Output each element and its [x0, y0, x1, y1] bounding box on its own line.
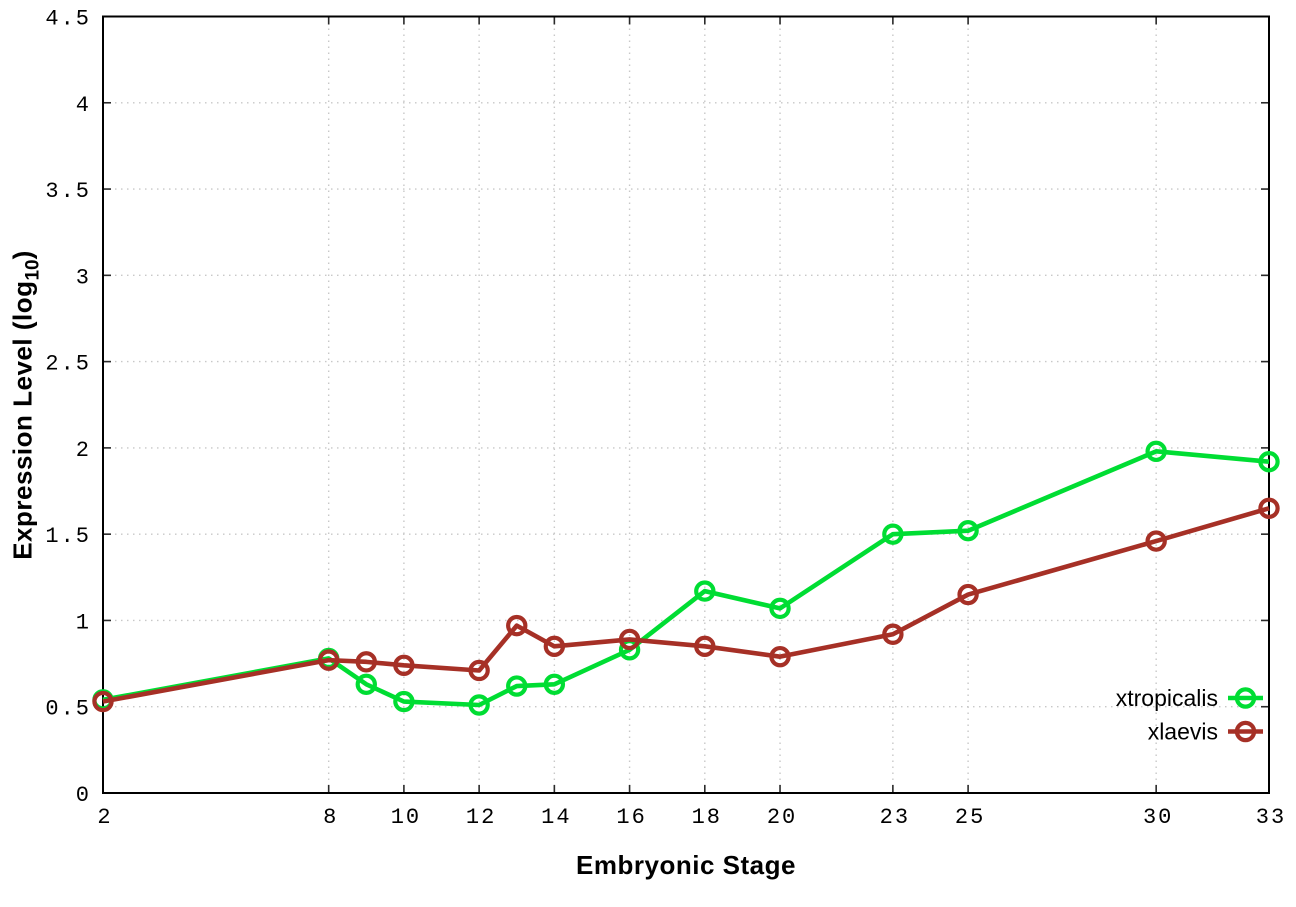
point-xlaevis-stage-14: [543, 635, 566, 658]
point-xtropicalis-stage-23: [882, 523, 904, 545]
x-tick-label: 2: [97, 805, 112, 830]
x-tick-label: 20: [767, 805, 797, 830]
point-xlaevis-stage-16: [618, 628, 641, 651]
x-tick-label: 8: [323, 805, 338, 830]
x-tick-label: 16: [616, 805, 646, 830]
series-line-xtropicalis: [102, 449, 1270, 708]
y-tick-label: 1: [76, 610, 91, 635]
x-tick-label: 12: [466, 805, 496, 830]
y-axis-title-suffix: ): [7, 250, 38, 260]
legend-label-xtropicalis: xtropicalis: [1116, 685, 1218, 711]
point-xtropicalis-stage-14: [543, 673, 566, 695]
series-xlaevis: [92, 497, 1280, 713]
y-tick-label: 2: [76, 438, 91, 463]
legend-entry-xtropicalis: xtropicalis: [1116, 685, 1263, 711]
x-tick-label: 30: [1143, 805, 1173, 830]
point-xtropicalis-stage-12: [468, 694, 490, 716]
point-xtropicalis-stage-18: [694, 580, 716, 602]
legend-marker-xtropicalis: [1234, 687, 1257, 709]
point-xlaevis-stage-8: [317, 649, 340, 671]
x-tick-label: 33: [1256, 805, 1286, 830]
legend-marker-xlaevis: [1234, 720, 1257, 743]
x-tick-label: 25: [955, 805, 985, 830]
y-axis-title-text: Expression Level (log: [7, 280, 38, 560]
y-tick-label: 4.5: [45, 7, 91, 32]
point-xtropicalis-stage-10: [393, 690, 415, 713]
x-tick-labels: 2 8 10 12 14 16 18 20 23 25 30 33: [97, 805, 1286, 830]
point-xlaevis-stage-23: [882, 623, 904, 645]
point-xtropicalis-stage-9: [355, 673, 377, 695]
x-tick-label: 14: [541, 805, 571, 830]
point-xlaevis-stage-10: [393, 654, 415, 677]
x-tick-label: 23: [880, 805, 910, 830]
point-xtropicalis-stage-20: [769, 597, 791, 620]
point-xtropicalis-stage-33: [1258, 450, 1280, 473]
gridlines: [103, 16, 1269, 793]
y-tick-label: 2.5: [45, 352, 91, 377]
y-tick-label: 3.5: [45, 179, 91, 204]
point-xlaevis-stage-12: [468, 659, 490, 682]
point-xlaevis-stage-9: [355, 651, 377, 673]
point-xlaevis-stage-20: [769, 645, 791, 668]
point-xlaevis-stage-33: [1258, 497, 1280, 519]
point-xlaevis-stage-18: [694, 635, 716, 658]
point-xlaevis-stage-13: [506, 614, 528, 637]
point-xtropicalis-stage-25: [957, 520, 979, 542]
series-xtropicalis: [92, 440, 1280, 716]
y-tick-label: 0.5: [45, 697, 91, 722]
legend: xtropicalis xlaevis: [1116, 685, 1263, 745]
x-tick-label: 10: [391, 805, 421, 830]
y-axis-title-subscript: 10: [22, 259, 44, 281]
series-line-xlaevis: [102, 506, 1270, 704]
y-tick-label: 3: [76, 265, 91, 290]
legend-entry-xlaevis: xlaevis: [1148, 719, 1263, 745]
x-tick-label: 18: [692, 805, 722, 830]
legend-label-xlaevis: xlaevis: [1148, 719, 1218, 745]
y-tick-label: 4: [76, 93, 91, 118]
y-tick-label: 0: [76, 783, 91, 808]
plot-frame: [102, 15, 1270, 794]
point-xlaevis-stage-30: [1145, 530, 1167, 552]
point-xlaevis-stage-2: [92, 690, 114, 713]
y-tick-label: 1.5: [45, 524, 91, 549]
point-xtropicalis-stage-30: [1145, 440, 1167, 463]
axis-ticks: [102, 15, 1270, 794]
point-xlaevis-stage-25: [957, 583, 979, 606]
y-tick-labels: 0 0.5 1 1.5 2 2.5 3 3.5 4 4.5: [45, 7, 91, 809]
point-xtropicalis-stage-13: [506, 675, 528, 697]
x-axis-title: Embryonic Stage: [576, 850, 796, 880]
